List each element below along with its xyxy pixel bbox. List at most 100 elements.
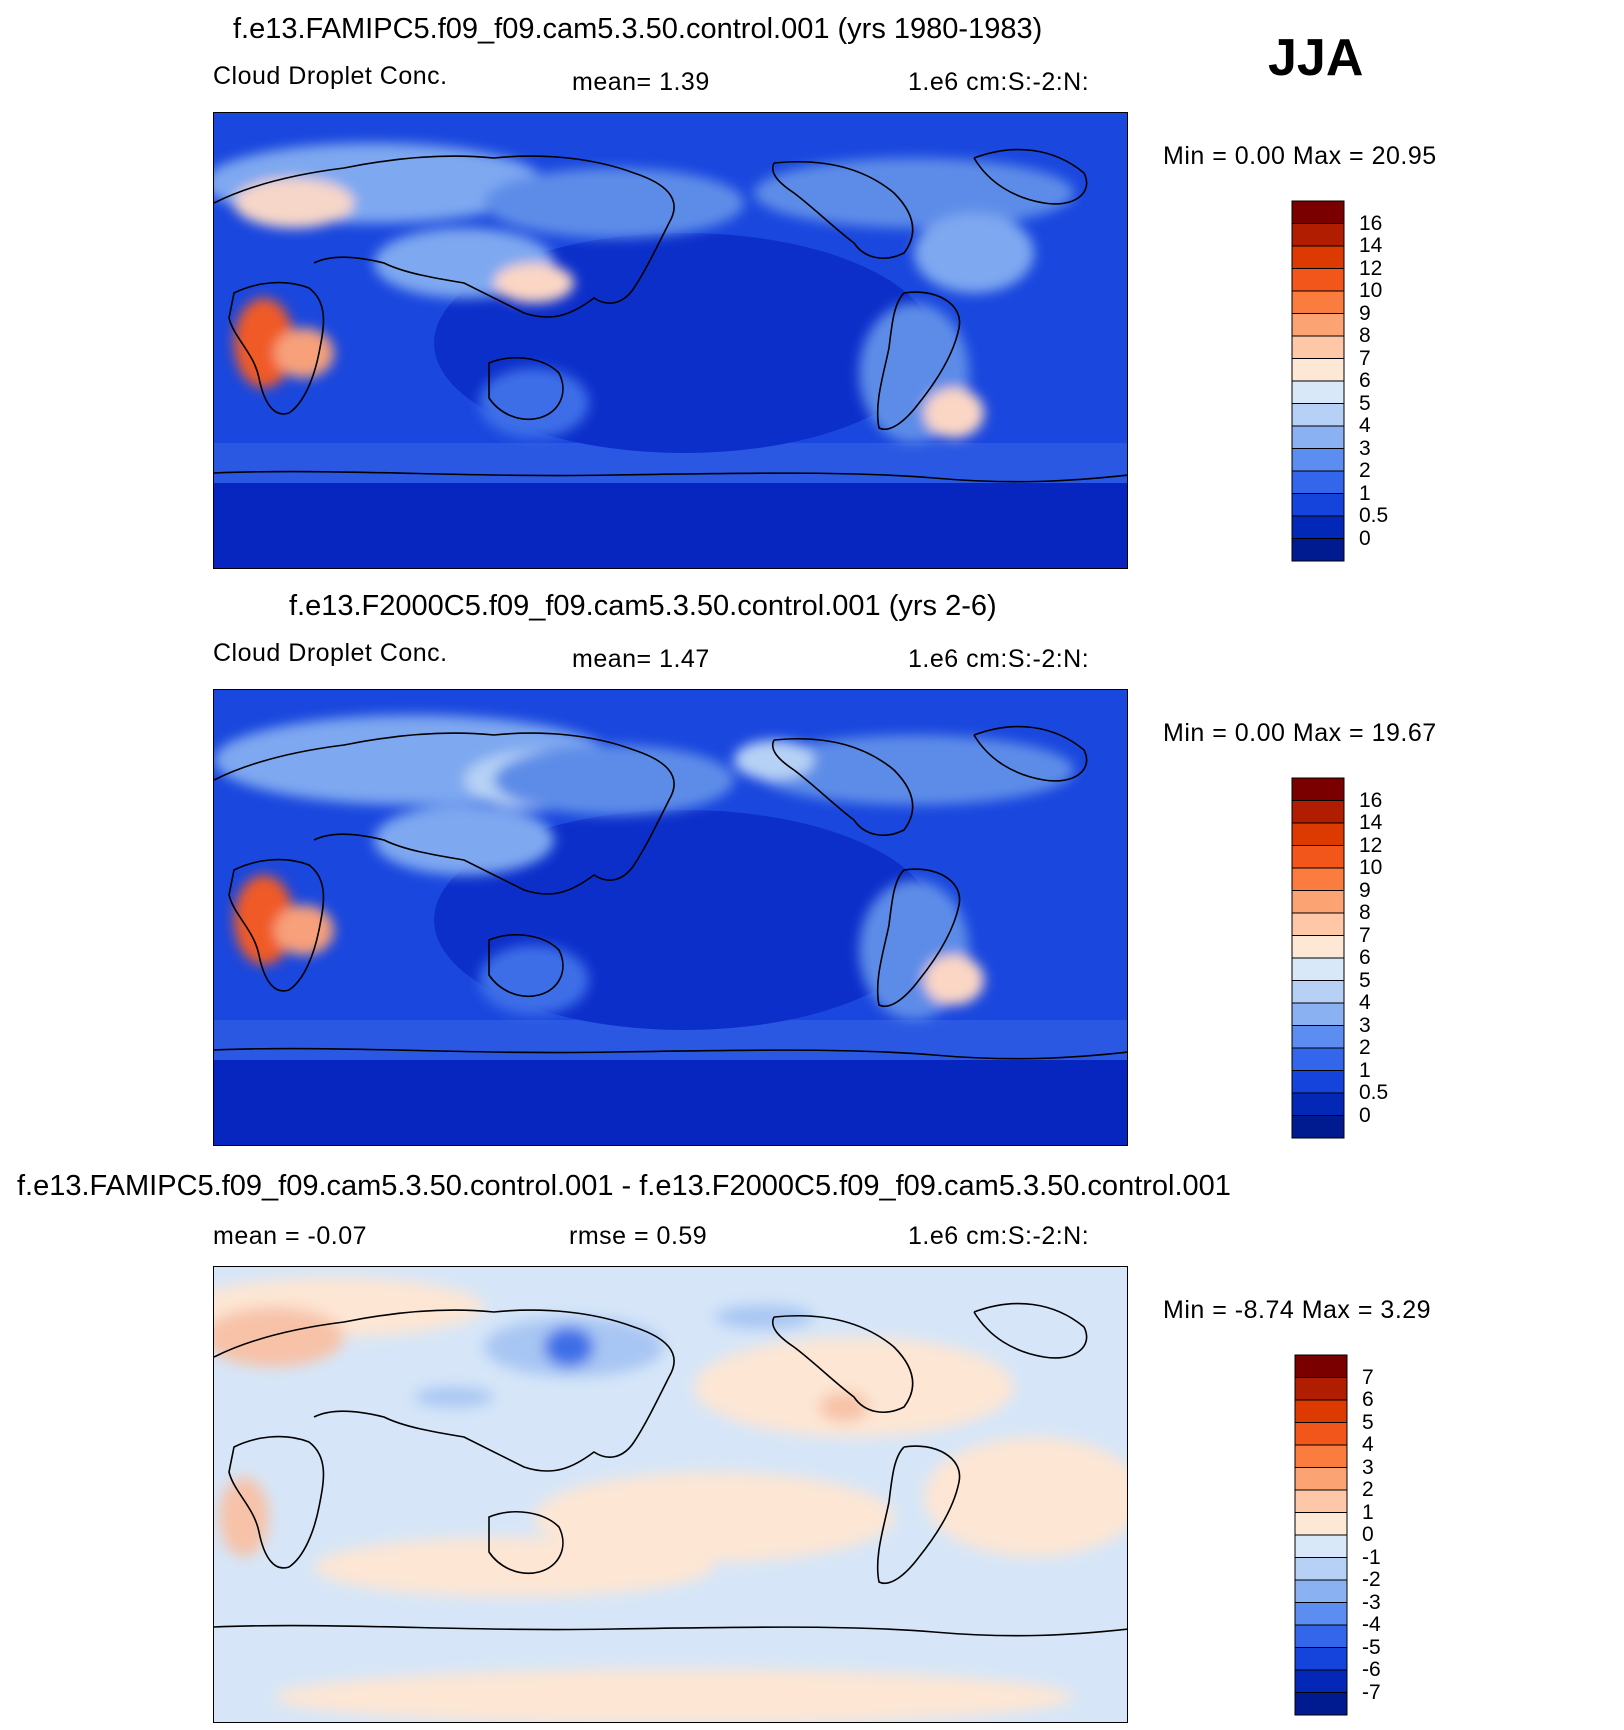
colorbar-swatch — [1291, 245, 1345, 269]
colorbar-swatch — [1294, 1399, 1348, 1423]
colorbar-swatch — [1291, 223, 1345, 247]
colorbar-swatch — [1294, 1557, 1348, 1581]
colorbar-tick-label: 16 — [1359, 211, 1383, 235]
panel1-minmax: Min = 0.00 Max = 20.95 — [1163, 142, 1437, 170]
colorbar-tick-label: 9 — [1359, 878, 1371, 902]
colorbar-swatch — [1294, 1489, 1348, 1513]
colorbar-tick-label: 3 — [1362, 1455, 1374, 1479]
colorbar-tick-label: 7 — [1362, 1365, 1374, 1389]
panel3-rmse: rmse = 0.59 — [569, 1222, 708, 1250]
colorbar-tick-label: 0.5 — [1359, 1081, 1389, 1104]
colorbar-tick-label: 9 — [1359, 301, 1371, 325]
colorbar-swatch — [1291, 425, 1345, 449]
panel2-minmax: Min = 0.00 Max = 19.67 — [1163, 719, 1437, 747]
colorbar-tick-label: 0 — [1362, 1523, 1374, 1546]
colorbar-swatch — [1291, 1092, 1345, 1116]
colorbar-swatch — [1291, 1002, 1345, 1026]
colorbar-swatch — [1291, 358, 1345, 382]
colorbar-swatch — [1291, 935, 1345, 959]
colorbar-swatch — [1294, 1422, 1348, 1446]
panel3-map-svg — [214, 1267, 1127, 1722]
coastlines — [214, 725, 1127, 1060]
colorbar-swatch — [1294, 1354, 1348, 1378]
panel3-mean: mean = -0.07 — [213, 1222, 368, 1250]
colorbar-tick-label: 14 — [1359, 234, 1383, 257]
colorbar-tick-label: 5 — [1362, 1410, 1374, 1434]
colorbar-tick-label: 2 — [1359, 459, 1371, 482]
colorbar-swatch — [1291, 1025, 1345, 1049]
colorbar-tick-label: 1 — [1359, 481, 1371, 505]
colorbar-tick-label: 7 — [1359, 346, 1371, 370]
colorbar-tick-label: 6 — [1359, 369, 1371, 392]
colorbar-tick-label: 3 — [1359, 436, 1371, 460]
panel1-units: 1.e6 cm:S:-2:N: — [908, 68, 1090, 96]
colorbar-tick-label: 5 — [1359, 968, 1371, 992]
colorbar-swatch — [1291, 957, 1345, 981]
panel3-minmax: Min = -8.74 Max = 3.29 — [1163, 1296, 1432, 1324]
colorbar-tick-label: 14 — [1359, 811, 1383, 834]
colorbar-swatch — [1291, 335, 1345, 359]
colorbar-tick-label: 16 — [1359, 788, 1383, 812]
colorbar-tick-label: -4 — [1362, 1613, 1381, 1636]
panel1-colorbar-svg — [1291, 200, 1345, 562]
colorbar-tick-label: -1 — [1362, 1545, 1381, 1569]
colorbar-swatch — [1291, 268, 1345, 292]
colorbar-tick-label: 4 — [1359, 991, 1371, 1014]
colorbar-tick-label: 3 — [1359, 1013, 1371, 1037]
colorbar-tick-label: 4 — [1362, 1433, 1374, 1456]
colorbar-tick-label: 12 — [1359, 833, 1383, 857]
colorbar-swatch — [1294, 1534, 1348, 1558]
field-blobs — [214, 143, 1074, 443]
colorbar-tick-label: 0.5 — [1359, 504, 1389, 527]
panel2-colorbar — [1291, 777, 1345, 1144]
colorbar-swatch — [1294, 1579, 1348, 1603]
colorbar-tick-label: 8 — [1359, 324, 1371, 347]
coastlines — [214, 148, 1127, 483]
panel1-map-svg — [214, 113, 1127, 568]
colorbar-tick-label: 12 — [1359, 256, 1383, 280]
panel1-colorbar — [1291, 200, 1345, 567]
colorbar-tick-label: 4 — [1359, 414, 1371, 437]
colorbar-tick-label: -3 — [1362, 1590, 1381, 1614]
colorbar-swatch — [1291, 448, 1345, 472]
colorbar-swatch — [1294, 1444, 1348, 1468]
panel2-map — [213, 689, 1128, 1146]
panel2-units: 1.e6 cm:S:-2:N: — [908, 645, 1090, 673]
colorbar-tick-label: 7 — [1359, 923, 1371, 947]
southern-ocean-band — [214, 483, 1127, 568]
panel2-colorbar-svg — [1291, 777, 1345, 1139]
colorbar-swatch — [1291, 515, 1345, 539]
colorbar-tick-label: 10 — [1359, 856, 1383, 879]
diff-field-blobs — [214, 1277, 1127, 1722]
colorbar-tick-label: -2 — [1362, 1568, 1381, 1591]
colorbar-tick-label: 1 — [1362, 1500, 1374, 1524]
colorbar-tick-label: 6 — [1359, 946, 1371, 969]
colorbar-swatch — [1291, 200, 1345, 224]
colorbar-tick-label: -6 — [1362, 1658, 1381, 1681]
colorbar-swatch — [1291, 403, 1345, 427]
colorbar-swatch — [1294, 1512, 1348, 1536]
panel1-mean: mean= 1.39 — [572, 68, 710, 96]
colorbar-tick-label: 0 — [1359, 526, 1371, 550]
colorbar-swatch — [1291, 1047, 1345, 1071]
colorbar-swatch — [1291, 538, 1345, 562]
colorbar-swatch — [1291, 822, 1345, 846]
panel3-title: f.e13.FAMIPC5.f09_f09.cam5.3.50.control.… — [17, 1170, 1231, 1202]
colorbar-swatch — [1291, 867, 1345, 891]
colorbar-tick-label: 1 — [1359, 1058, 1371, 1082]
colorbar-swatch — [1294, 1692, 1348, 1716]
colorbar-swatch — [1291, 800, 1345, 824]
panel1-variable: Cloud Droplet Conc. — [213, 62, 448, 90]
panel2-map-svg — [214, 690, 1127, 1145]
panel1-map — [213, 112, 1128, 569]
panel2-mean: mean= 1.47 — [572, 645, 710, 673]
colorbar-swatch — [1291, 845, 1345, 869]
colorbar-swatch — [1291, 1115, 1345, 1139]
colorbar-swatch — [1291, 470, 1345, 494]
panel2-title: f.e13.F2000C5.f09_f09.cam5.3.50.control.… — [289, 590, 997, 622]
colorbar-swatch — [1294, 1602, 1348, 1626]
colorbar-tick-label: -5 — [1362, 1635, 1381, 1659]
southern-ocean-band — [214, 1060, 1127, 1145]
panel1-title: f.e13.FAMIPC5.f09_f09.cam5.3.50.control.… — [233, 13, 1043, 45]
colorbar-swatch — [1291, 890, 1345, 914]
